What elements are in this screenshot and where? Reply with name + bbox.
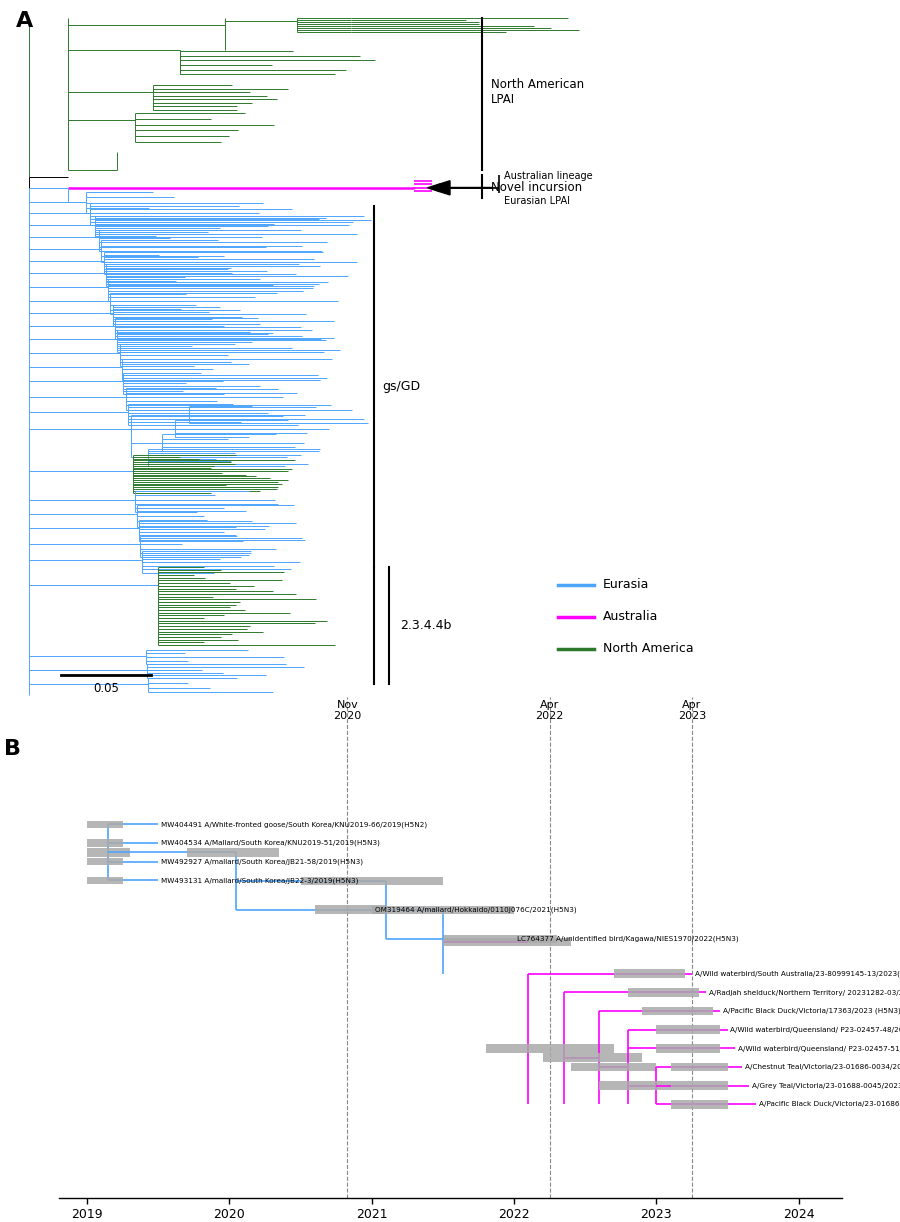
Text: North American
LPAI: North American LPAI: [491, 78, 583, 106]
Text: B: B: [4, 739, 22, 759]
Text: Apr
2023: Apr 2023: [678, 699, 707, 721]
Text: OM319464 A/mallard/Hokkaido/0110J076C/2021(H5N3): OM319464 A/mallard/Hokkaido/0110J076C/20…: [374, 907, 576, 913]
Text: A/Wild waterbird/Queensland/ P23-02457-51/2023 (H5N3): A/Wild waterbird/Queensland/ P23-02457-5…: [738, 1045, 900, 1051]
Bar: [301, 876, 443, 885]
Text: A/Wild waterbird/Queensland/ P23-02457-48/2023(H5N3): A/Wild waterbird/Queensland/ P23-02457-4…: [731, 1026, 900, 1033]
Bar: [543, 1053, 643, 1062]
Bar: [87, 820, 122, 829]
Bar: [670, 1100, 727, 1108]
Text: Australia: Australia: [603, 610, 659, 623]
Bar: [643, 1007, 714, 1015]
Text: A/Pacific Black Duck/Victoria/17363/2023 (H5N3): A/Pacific Black Duck/Victoria/17363/2023…: [724, 1008, 900, 1014]
Text: 0.05: 0.05: [94, 682, 119, 695]
Bar: [599, 1081, 670, 1090]
Text: A/Radjah shelduck/Northern Territory/ 20231282-03/2023(H5N1): A/Radjah shelduck/Northern Territory/ 20…: [709, 989, 900, 996]
Bar: [628, 989, 699, 996]
Bar: [670, 1063, 727, 1072]
Polygon shape: [428, 181, 450, 196]
Text: 2.3.4.4b: 2.3.4.4b: [400, 618, 452, 632]
Text: Australian lineage: Australian lineage: [504, 171, 592, 181]
Text: Eurasian LPAI: Eurasian LPAI: [504, 197, 570, 207]
Text: gs/GD: gs/GD: [382, 380, 420, 392]
Bar: [486, 1044, 614, 1052]
Text: MW404491 A/White-fronted goose/South Korea/KNU2019-66/2019(H5N2): MW404491 A/White-fronted goose/South Kor…: [161, 821, 428, 827]
Bar: [656, 1044, 721, 1052]
Text: MW493131 A/mallard/South Korea/JB22-3/2019(H5N3): MW493131 A/mallard/South Korea/JB22-3/20…: [161, 877, 358, 884]
Text: North America: North America: [603, 642, 694, 655]
Text: A/Pacific Black Duck/Victoria/23-01686-0039/2023 (H5N3): A/Pacific Black Duck/Victoria/23-01686-0…: [759, 1101, 900, 1107]
Bar: [614, 969, 685, 978]
Text: A/Wild waterbird/South Australia/23-80999145-13/2023(H5N9): A/Wild waterbird/South Australia/23-8099…: [695, 970, 900, 976]
Bar: [656, 1025, 721, 1034]
Bar: [87, 840, 122, 847]
Text: LC764377 A/unidentified bird/Kagawa/NIES1970/2022(H5N3): LC764377 A/unidentified bird/Kagawa/NIES…: [517, 936, 739, 942]
Bar: [443, 935, 557, 943]
Bar: [372, 906, 514, 914]
Text: Nov
2020: Nov 2020: [333, 699, 362, 721]
Bar: [186, 848, 279, 857]
Bar: [670, 1081, 727, 1090]
Text: Eurasia: Eurasia: [603, 578, 650, 591]
Bar: [443, 937, 571, 946]
Text: Apr
2022: Apr 2022: [536, 699, 563, 721]
Bar: [87, 858, 122, 865]
Text: A: A: [16, 11, 33, 31]
Bar: [571, 1063, 656, 1072]
Bar: [87, 848, 130, 857]
Bar: [87, 876, 122, 884]
Text: Novel incursion: Novel incursion: [491, 181, 581, 193]
Text: A/Chestnut Teal/Victoria/23-01686-0034/2023 (H5N3): A/Chestnut Teal/Victoria/23-01686-0034/2…: [744, 1063, 900, 1070]
Bar: [315, 906, 386, 914]
Text: A/Grey Teal/Victoria/23-01688-0045/2023 (mixed): A/Grey Teal/Victoria/23-01688-0045/2023 …: [752, 1083, 900, 1089]
Text: MW404534 A/Mallard/South Korea/KNU2019-51/2019(H5N3): MW404534 A/Mallard/South Korea/KNU2019-5…: [161, 840, 380, 846]
Text: MW492927 A/mallard/South Korea/JB21-58/2019(H5N3): MW492927 A/mallard/South Korea/JB21-58/2…: [161, 858, 363, 865]
